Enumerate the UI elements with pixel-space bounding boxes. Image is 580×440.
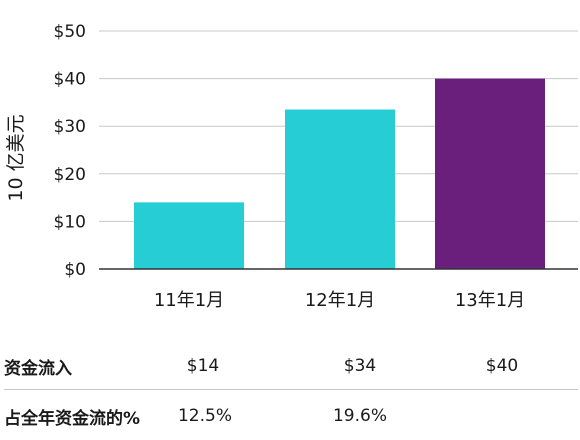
x-category-label: 12年1月 [305, 290, 375, 311]
share-cell-1: 12.5% [177, 406, 232, 426]
row-label-share: 占全年资金流的% [4, 409, 141, 429]
y-tick-label: $10 [54, 212, 86, 232]
row-label-inflow: 资金流入 [4, 359, 72, 379]
x-category-label: 11年1月 [154, 290, 224, 311]
y-tick-label: $50 [54, 22, 86, 42]
bars [134, 78, 545, 269]
y-tick-label: $20 [54, 165, 86, 185]
share-cell-2: 19.6% [332, 406, 387, 426]
y-tick-label: $40 [54, 70, 86, 90]
y-tick-label: $30 [54, 117, 86, 137]
inflow-cell-2: $34 [343, 356, 377, 376]
y-axis-label: 10 亿美元 [5, 114, 27, 201]
x-category-labels: 11年1月 12年1月 13年1月 [154, 290, 525, 311]
x-category-label: 13年1月 [455, 290, 525, 311]
inflow-cell-1: $14 [186, 356, 220, 376]
bar [285, 109, 395, 269]
bar [435, 78, 545, 269]
bar [134, 202, 244, 269]
y-tick-label: $0 [64, 260, 86, 280]
bar-chart: $0 $10 $20 $30 $40 $50 11年1月 12年1月 13年1月 10 亿美元 [5, 22, 578, 311]
y-tick-labels: $0 $10 $20 $30 $40 $50 [54, 22, 86, 280]
inflow-cell-3: $40 [485, 356, 519, 376]
table-divider [4, 389, 578, 390]
